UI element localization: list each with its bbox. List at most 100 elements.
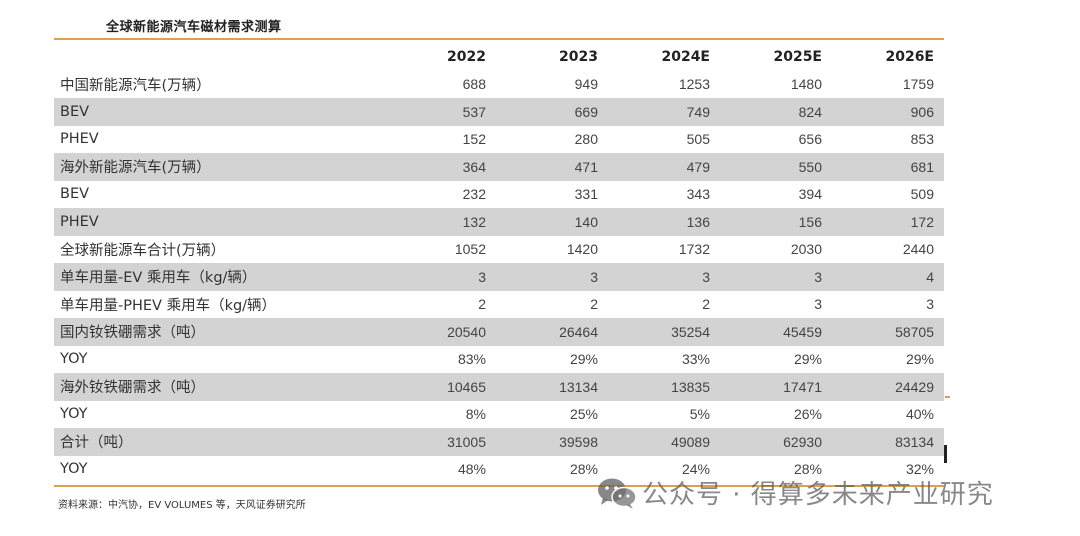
value-cell: 10465 [384, 373, 496, 401]
value-cell: 40% [905, 406, 934, 423]
row-label: 海外新能源汽车(万辆） [54, 153, 384, 181]
row-label: PHEV [60, 131, 99, 148]
value-cell: 39598 [496, 428, 608, 456]
value-cell: 505 [686, 131, 710, 148]
table-row: 中国新能源汽车(万辆） 688 949 1253 1480 1759 [54, 71, 944, 99]
value-cell: 29% [569, 351, 598, 368]
value-cell: 1253 [678, 76, 710, 93]
value-cell: 29% [793, 351, 822, 368]
value-cell: 136 [608, 208, 720, 236]
value-cell: 31005 [384, 428, 496, 456]
value-cell: 509 [910, 186, 934, 203]
table-row: 合计（吨） 31005 39598 49089 62930 83134 [54, 428, 944, 456]
watermark: 公众号 · 得算多未来产业研究 [596, 474, 994, 511]
header-cell: 2023 [559, 48, 598, 65]
value-cell: 28% [569, 461, 598, 478]
value-cell: 25% [569, 406, 598, 423]
row-label: 全球新能源车合计(万辆） [60, 242, 226, 259]
value-cell: 853 [910, 131, 934, 148]
table-row: BEV 537 669 749 824 906 [54, 98, 944, 126]
header-row: 2022 2023 2024E 2025E 2026E [54, 43, 944, 71]
value-cell: 479 [608, 153, 720, 181]
table-row: BEV 232 331 343 394 509 [54, 181, 944, 209]
bottom-rule [54, 485, 944, 487]
table-row: YOY 83% 29% 33% 29% 29% [54, 346, 944, 374]
value-cell: 949 [574, 76, 598, 93]
value-cell: 17471 [720, 373, 832, 401]
value-cell: 28% [793, 461, 822, 478]
value-cell: 2 [702, 296, 710, 313]
value-cell: 394 [798, 186, 822, 203]
table-row: YOY 48% 28% 24% 28% 32% [54, 456, 944, 484]
value-cell: 83134 [832, 428, 944, 456]
value-cell: 33% [681, 351, 710, 368]
value-cell: 45459 [720, 318, 832, 346]
row-label: 国内钕铁硼需求（吨） [54, 318, 384, 346]
value-cell: 26464 [496, 318, 608, 346]
header-cell: 2026E [885, 48, 934, 65]
value-cell: 2440 [902, 241, 934, 258]
value-cell: 20540 [384, 318, 496, 346]
value-cell: 3 [496, 263, 608, 291]
table-row: 海外钕铁硼需求（吨） 10465 13134 13835 17471 24429 [54, 373, 944, 401]
header-cell: 2022 [447, 48, 486, 65]
value-cell: 132 [384, 208, 496, 236]
row-label: 单车用量-PHEV 乘用车（kg/辆） [60, 297, 277, 314]
value-cell: 1480 [790, 76, 822, 93]
table-row: 单车用量-PHEV 乘用车（kg/辆） 2 2 2 3 3 [54, 291, 944, 319]
value-cell: 343 [686, 186, 710, 203]
data-table: 2022 2023 2024E 2025E 2026E 中国新能源汽车(万辆） 6… [54, 43, 944, 483]
value-cell: 669 [496, 98, 608, 126]
value-cell: 3 [814, 296, 822, 313]
value-cell: 8% [465, 406, 486, 423]
value-cell: 3 [926, 296, 934, 313]
edge-mark [944, 445, 947, 463]
value-cell: 2 [590, 296, 598, 313]
value-cell: 749 [608, 98, 720, 126]
value-cell: 58705 [832, 318, 944, 346]
value-cell: 62930 [720, 428, 832, 456]
header-cell: 2025E [773, 48, 822, 65]
value-cell: 1420 [566, 241, 598, 258]
value-cell: 5% [689, 406, 710, 423]
value-cell: 280 [574, 131, 598, 148]
value-cell: 2030 [790, 241, 822, 258]
header-cell [54, 43, 384, 71]
value-cell: 156 [720, 208, 832, 236]
table-row: 全球新能源车合计(万辆） 1052 1420 1732 2030 2440 [54, 236, 944, 264]
value-cell: 49089 [608, 428, 720, 456]
row-label: 合计（吨） [54, 428, 384, 456]
row-label: 海外钕铁硼需求（吨） [54, 373, 384, 401]
row-label: 中国新能源汽车(万辆） [60, 77, 211, 94]
value-cell: 32% [905, 461, 934, 478]
value-cell: 24429 [832, 373, 944, 401]
value-cell: 29% [905, 351, 934, 368]
row-label: BEV [60, 186, 90, 203]
value-cell: 3 [720, 263, 832, 291]
row-label: BEV [54, 98, 384, 126]
value-cell: 537 [384, 98, 496, 126]
table-row: PHEV 132 140 136 156 172 [54, 208, 944, 236]
row-label: YOY [60, 461, 88, 478]
value-cell: 656 [798, 131, 822, 148]
table-row: PHEV 152 280 505 656 853 [54, 126, 944, 154]
value-cell: 48% [457, 461, 486, 478]
value-cell: 550 [720, 153, 832, 181]
value-cell: 471 [496, 153, 608, 181]
value-cell: 24% [681, 461, 710, 478]
value-cell: 13835 [608, 373, 720, 401]
table-row: YOY 8% 25% 5% 26% 40% [54, 401, 944, 429]
header-cell: 2024E [661, 48, 710, 65]
value-cell: 2 [478, 296, 486, 313]
value-cell: 26% [793, 406, 822, 423]
value-cell: 1759 [902, 76, 934, 93]
source-note: 资料来源：中汽协，EV VOLUMES 等，天风证券研究所 [58, 500, 306, 511]
value-cell: 906 [832, 98, 944, 126]
value-cell: 681 [832, 153, 944, 181]
value-cell: 35254 [608, 318, 720, 346]
table-row: 国内钕铁硼需求（吨） 20540 26464 35254 45459 58705 [54, 318, 944, 346]
wechat-icon [598, 478, 637, 509]
value-cell: 1052 [454, 241, 486, 258]
row-label: PHEV [54, 208, 384, 236]
value-cell: 364 [384, 153, 496, 181]
